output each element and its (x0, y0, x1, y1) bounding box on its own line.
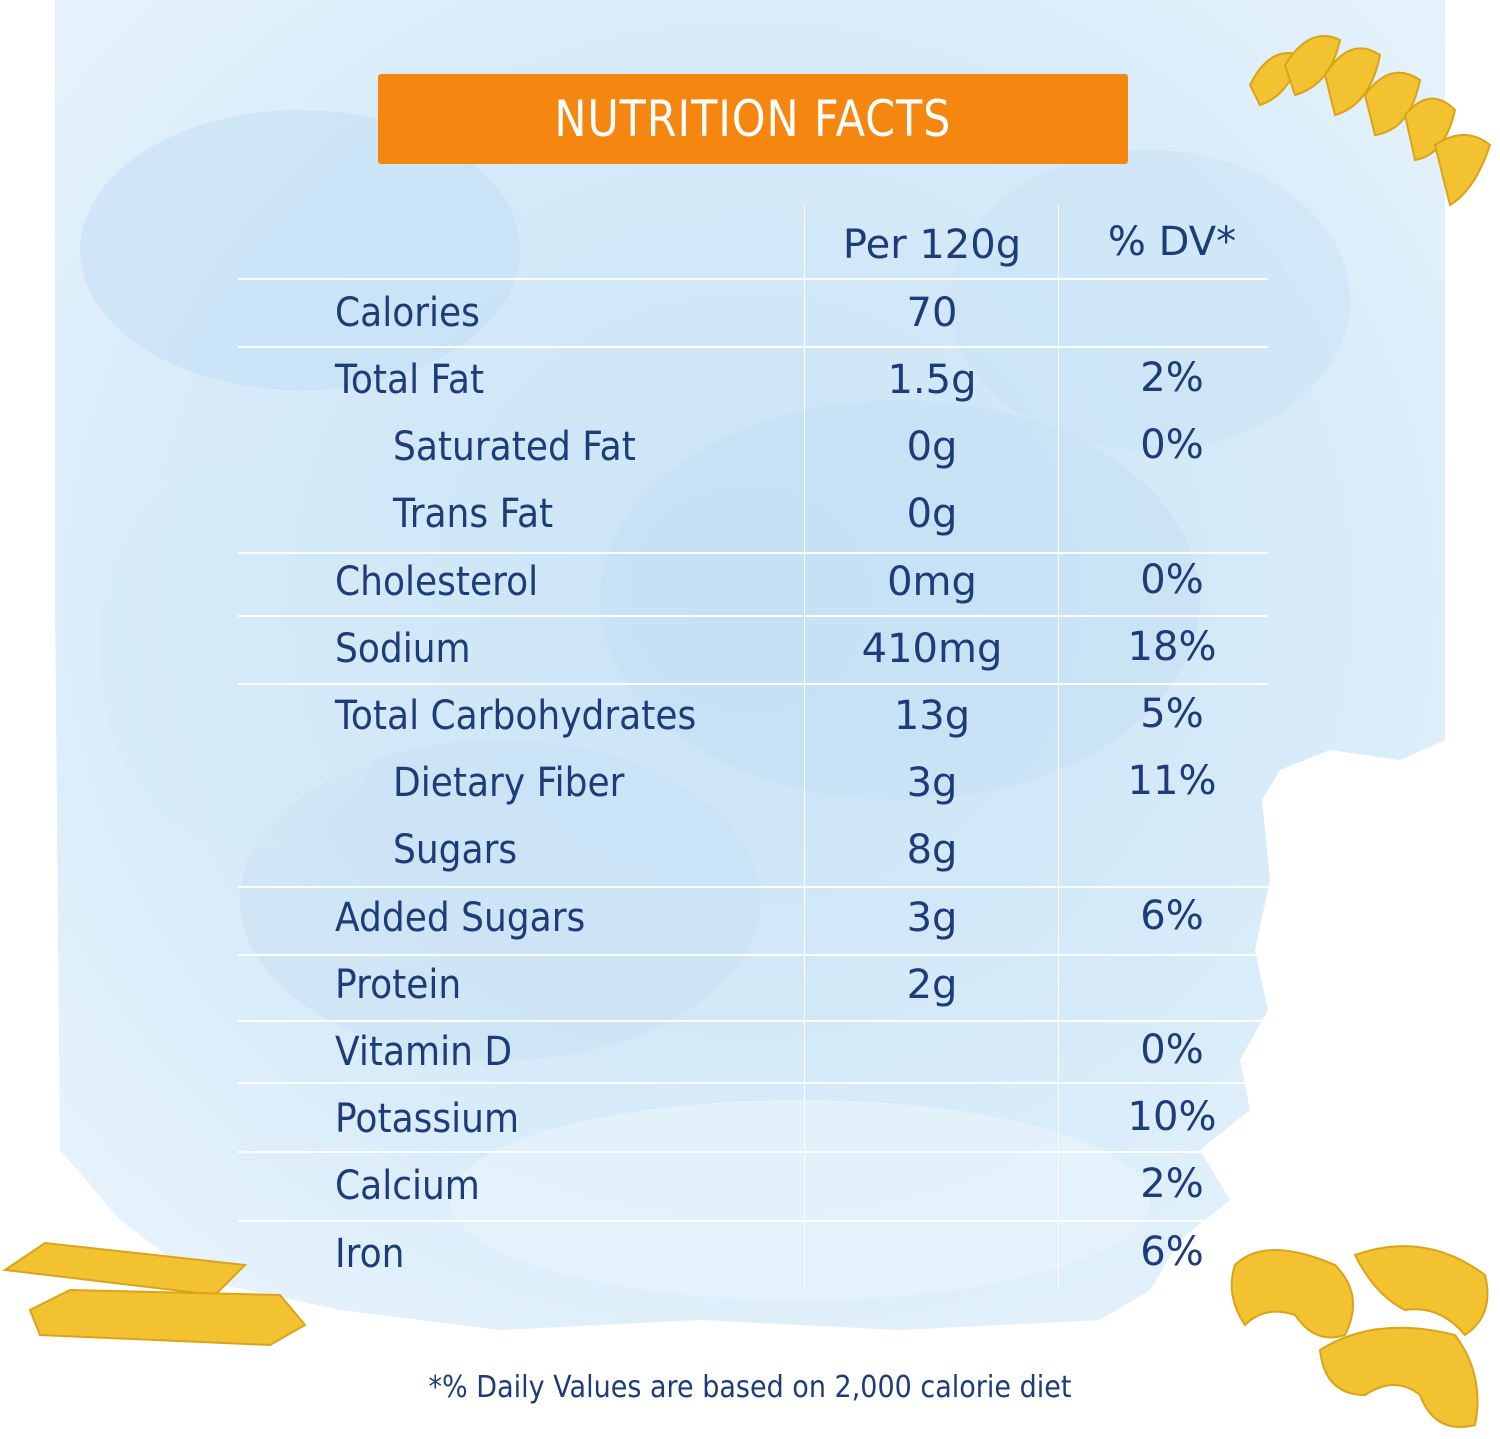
row-divider (238, 886, 1268, 888)
nutrient-dv: 10% (1127, 1094, 1217, 1140)
serving-column-header: Per 120g (842, 222, 1022, 268)
nutrient-label: Dietary Fiber (393, 760, 625, 806)
nutrient-dv: 11% (1127, 758, 1217, 804)
row-divider (238, 615, 1268, 617)
footnote: *% Daily Values are based on 2,000 calor… (428, 1370, 1072, 1405)
nutrient-label: Vitamin D (335, 1029, 513, 1075)
penne-pasta-icon (2, 1241, 307, 1347)
nutrient-label: Iron (335, 1231, 405, 1277)
column-divider (1058, 205, 1059, 1290)
nutrient-dv: 0% (1140, 1027, 1204, 1073)
fusilli-pasta-icon (1248, 35, 1492, 207)
nutrient-dv: 2% (1140, 1161, 1204, 1207)
nutrient-dv: 18% (1127, 624, 1217, 670)
nutrient-label: Sugars (393, 827, 518, 873)
row-divider (238, 346, 1268, 348)
nutrient-amount: 0mg (887, 559, 977, 605)
nutrient-amount: 0g (906, 424, 958, 470)
nutrient-dv: 6% (1140, 893, 1204, 939)
nutrient-label: Cholesterol (335, 559, 539, 605)
nutrient-dv: 6% (1140, 1229, 1204, 1275)
title-banner: NUTRITION FACTS (378, 74, 1128, 164)
nutrient-dv: 2% (1140, 355, 1204, 401)
row-divider (238, 1220, 1268, 1222)
nutrient-amount: 0g (906, 491, 958, 537)
elbow-pasta-icon (1230, 1245, 1489, 1428)
nutrient-label: Saturated Fat (393, 424, 636, 470)
column-divider (804, 205, 805, 1290)
nutrient-label: Calories (335, 290, 480, 336)
nutrient-label: Added Sugars (335, 895, 586, 941)
row-divider (238, 552, 1268, 554)
nutrient-label: Trans Fat (393, 491, 554, 537)
row-divider (238, 1020, 1268, 1022)
nutrient-dv: 5% (1140, 691, 1204, 737)
row-divider (238, 278, 1268, 280)
row-divider (238, 683, 1268, 685)
row-divider (238, 1151, 1268, 1153)
nutrient-label: Total Fat (335, 357, 485, 403)
nutrient-label: Protein (335, 962, 462, 1008)
nutrient-amount: 8g (906, 827, 958, 873)
page-title: NUTRITION FACTS (554, 90, 952, 148)
nutrient-label: Total Carbohydrates (335, 693, 697, 739)
dv-column-header: % DV* (1107, 219, 1237, 265)
nutrient-amount: 70 (906, 290, 958, 336)
nutrient-amount: 13g (893, 693, 971, 739)
nutrient-dv: 0% (1140, 422, 1204, 468)
row-divider (238, 1082, 1268, 1084)
nutrient-amount: 3g (906, 895, 958, 941)
nutrient-amount: 3g (906, 760, 958, 806)
nutrient-label: Sodium (335, 626, 471, 672)
nutrient-label: Calcium (335, 1163, 480, 1209)
nutrient-label: Potassium (335, 1096, 520, 1142)
nutrient-dv: 0% (1140, 557, 1204, 603)
nutrient-amount: 410mg (861, 626, 1003, 672)
nutrient-amount: 2g (906, 962, 958, 1008)
row-divider (238, 954, 1268, 956)
nutrient-amount: 1.5g (887, 357, 977, 403)
